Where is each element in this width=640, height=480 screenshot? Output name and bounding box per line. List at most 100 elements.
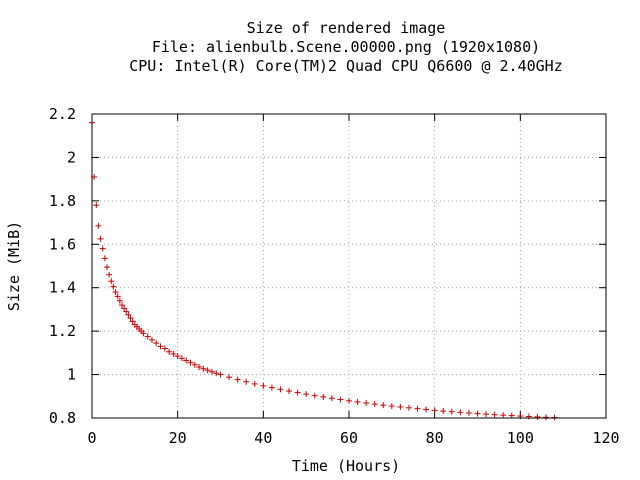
data-point <box>144 333 151 340</box>
data-point <box>161 345 168 352</box>
data-point <box>534 413 541 420</box>
chart-title-line-3: CPU: Intel(R) Core(TM)2 Quad CPU Q6600 @… <box>129 57 562 75</box>
data-point <box>380 402 387 409</box>
data-point <box>328 395 335 402</box>
x-tick-label: 60 <box>340 429 358 447</box>
x-tick-label: 0 <box>87 429 96 447</box>
data-point <box>153 340 160 347</box>
data-point <box>448 408 455 415</box>
data-point <box>200 365 207 372</box>
data-point <box>196 363 203 370</box>
data-point <box>191 361 198 368</box>
data-point <box>320 393 327 400</box>
y-tick-label: 2 <box>67 148 76 166</box>
x-axis-label: Time (Hours) <box>292 457 400 475</box>
data-point <box>500 412 507 419</box>
data-point <box>157 343 164 350</box>
data-point <box>337 396 344 403</box>
data-point <box>204 367 211 374</box>
chart-title-line-2: File: alienbulb.Scene.00000.png (1920x10… <box>152 38 540 56</box>
data-point <box>371 401 378 408</box>
data-point <box>183 357 190 364</box>
data-point <box>440 408 447 415</box>
data-point <box>525 413 532 420</box>
data-point <box>121 305 128 312</box>
data-point <box>234 376 241 383</box>
data-point <box>108 278 115 285</box>
data-point <box>268 384 275 391</box>
y-axis-label: Size (MiB) <box>5 221 23 311</box>
data-point <box>405 404 412 411</box>
data-point <box>118 302 125 309</box>
data-point <box>457 409 464 416</box>
data-point <box>543 414 550 421</box>
data-point <box>166 348 173 355</box>
y-tick-label: 1.4 <box>49 279 76 297</box>
chart-title-line-1: Size of rendered image <box>247 19 446 37</box>
grid-lines <box>92 114 606 418</box>
data-point <box>491 411 498 418</box>
x-tick-label: 120 <box>592 429 619 447</box>
data-point <box>187 359 194 366</box>
data-point <box>95 222 102 229</box>
data-point <box>243 378 250 385</box>
y-tick-label: 0.8 <box>49 409 76 427</box>
data-point <box>170 350 177 357</box>
data-point <box>123 308 130 315</box>
y-tick-label: 1.8 <box>49 192 76 210</box>
data-point <box>174 353 181 360</box>
plot-frame <box>91 113 607 419</box>
data-point <box>311 392 318 399</box>
data-point <box>423 406 430 413</box>
data-point <box>346 397 352 404</box>
data-points <box>89 119 558 421</box>
x-tick-labels: 0 20 40 60 80 100 120 <box>87 429 619 447</box>
data-point <box>431 407 438 414</box>
data-point <box>251 380 258 387</box>
data-point <box>397 403 404 410</box>
data-point <box>116 297 123 304</box>
x-tick-label: 40 <box>254 429 272 447</box>
y-tick-label: 1 <box>67 366 76 384</box>
data-point <box>354 398 361 405</box>
y-tick-label: 1.6 <box>49 235 76 253</box>
data-point <box>260 382 267 389</box>
data-point <box>474 410 481 417</box>
x-tick-label: 80 <box>426 429 444 447</box>
data-point <box>178 355 185 362</box>
data-point <box>140 330 147 337</box>
data-point <box>208 368 215 375</box>
data-point <box>388 403 395 410</box>
y-tick-label: 1.2 <box>49 322 76 340</box>
data-point <box>114 293 121 300</box>
data-point <box>129 318 136 325</box>
data-point <box>127 315 134 322</box>
data-point <box>99 245 106 252</box>
data-point <box>294 389 301 396</box>
y-tick-label: 2.2 <box>49 105 76 123</box>
data-point <box>103 264 110 271</box>
x-tick-label: 100 <box>507 429 534 447</box>
y-tick-labels: 0.8 1 1.2 1.4 1.6 1.8 2 2.2 <box>49 105 76 427</box>
data-point <box>110 283 117 290</box>
data-point <box>465 410 472 417</box>
data-point <box>277 386 284 393</box>
data-point <box>125 311 132 318</box>
data-point <box>101 255 108 262</box>
data-point <box>148 336 155 343</box>
data-point <box>112 289 119 296</box>
data-point <box>414 405 421 412</box>
data-point <box>363 400 370 407</box>
data-point <box>303 391 310 398</box>
data-point <box>213 370 220 377</box>
data-point <box>286 388 293 395</box>
data-point <box>106 271 113 278</box>
data-point <box>483 411 490 418</box>
axis-ticks <box>91 113 607 419</box>
data-point <box>226 374 233 381</box>
data-point <box>217 371 224 378</box>
data-point <box>97 235 104 242</box>
data-point <box>93 202 100 209</box>
x-tick-label: 20 <box>169 429 187 447</box>
